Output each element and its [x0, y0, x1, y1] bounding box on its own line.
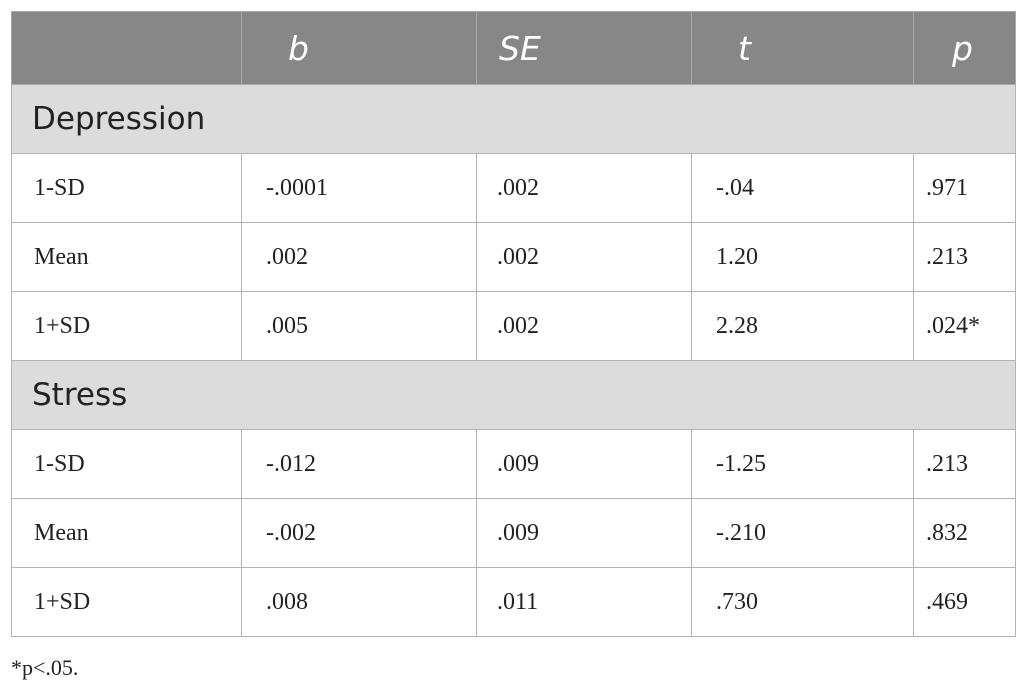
cell-t: .730 — [691, 567, 914, 637]
section-title: Stress — [11, 360, 1016, 430]
table-footnote: *p<.05. — [11, 655, 79, 680]
cell-se: .002 — [476, 153, 692, 223]
row-label: Mean — [11, 498, 242, 568]
table-row: Mean -.002 .009 -.210 .832 — [11, 498, 1016, 568]
table-row: 1-SD -.012 .009 -1.25 .213 — [11, 429, 1016, 499]
cell-t: -.210 — [691, 498, 914, 568]
cell-b: -.0001 — [241, 153, 477, 223]
header-row: b SE t p — [11, 11, 1016, 85]
cell-p: .024* — [913, 291, 1016, 361]
section-row-depression: Depression — [11, 84, 1016, 154]
cell-b: .008 — [241, 567, 477, 637]
row-label: 1-SD — [11, 153, 242, 223]
cell-se: .009 — [476, 498, 692, 568]
cell-se: .002 — [476, 291, 692, 361]
row-label: 1-SD — [11, 429, 242, 499]
table-row: 1+SD .008 .011 .730 .469 — [11, 567, 1016, 637]
header-cell-t: t — [691, 11, 914, 85]
section-row-stress: Stress — [11, 360, 1016, 430]
cell-p: .213 — [913, 429, 1016, 499]
cell-t: 2.28 — [691, 291, 914, 361]
cell-t: -1.25 — [691, 429, 914, 499]
cell-b: -.012 — [241, 429, 477, 499]
table-row: 1+SD .005 .002 2.28 .024* — [11, 291, 1016, 361]
table-row: 1-SD -.0001 .002 -.04 .971 — [11, 153, 1016, 223]
cell-se: .002 — [476, 222, 692, 292]
cell-p: .469 — [913, 567, 1016, 637]
cell-p: .971 — [913, 153, 1016, 223]
cell-p: .213 — [913, 222, 1016, 292]
table-row: Mean .002 .002 1.20 .213 — [11, 222, 1016, 292]
row-label: 1+SD — [11, 567, 242, 637]
cell-t: -.04 — [691, 153, 914, 223]
cell-t: 1.20 — [691, 222, 914, 292]
row-label: Mean — [11, 222, 242, 292]
header-cell-p: p — [913, 11, 1016, 85]
cell-b: .005 — [241, 291, 477, 361]
cell-b: .002 — [241, 222, 477, 292]
cell-b: -.002 — [241, 498, 477, 568]
cell-se: .011 — [476, 567, 692, 637]
header-cell-se: SE — [476, 11, 692, 85]
row-label: 1+SD — [11, 291, 242, 361]
results-table-container: b SE t p Depression 1-SD -.0001 .002 -.0… — [11, 11, 1016, 637]
section-title: Depression — [11, 84, 1016, 154]
header-cell-b: b — [241, 11, 477, 85]
header-cell-empty — [11, 11, 242, 85]
cell-p: .832 — [913, 498, 1016, 568]
cell-se: .009 — [476, 429, 692, 499]
results-table: b SE t p Depression 1-SD -.0001 .002 -.0… — [11, 11, 1016, 637]
